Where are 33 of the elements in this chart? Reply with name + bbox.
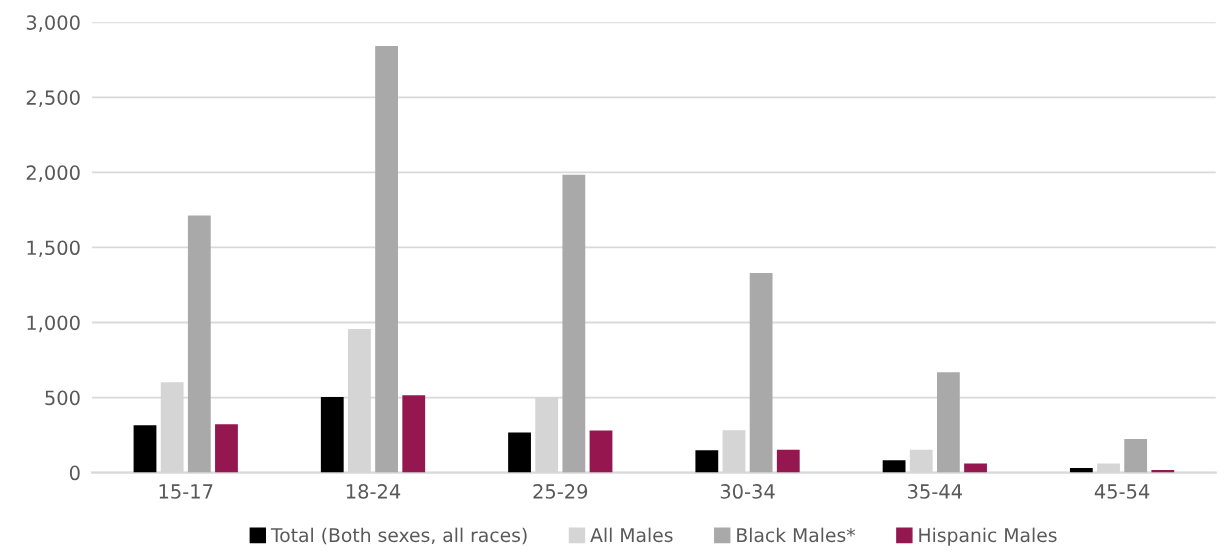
bar [695,450,719,473]
bar [749,273,773,473]
y-tick-label: 0 [69,465,80,481]
bar [187,215,211,473]
legend-label: All Males [590,527,673,543]
legend-label: Total (Both sexes, all races) [270,527,527,545]
x-tick-label: 18-24 [346,484,401,499]
bar [882,460,906,473]
x-tick-label: 30-34 [720,484,775,499]
y-tick-label: 2,500 [26,90,80,107]
bar [508,432,531,473]
y-tick-label: 1,000 [27,315,80,333]
legend-label: Black Males* [737,527,856,543]
x-tick-label: 25-29 [533,484,588,499]
bar [375,45,398,473]
x-tick-label: 35-44 [908,484,962,499]
bar [402,395,426,473]
bar [215,424,238,473]
x-tick-label: 15-17 [159,484,213,499]
legend-label: Hispanic Males [919,527,1057,546]
x-tick-label: 45-54 [1094,484,1150,499]
bar [776,449,800,473]
y-tick-label: 3,000 [26,15,80,32]
bar [320,396,344,473]
y-tick-label: 2,000 [26,165,80,183]
bar [589,430,613,473]
bar [964,463,987,473]
bar [936,372,960,473]
y-tick-label: 500 [45,390,80,406]
y-tick-label: 1,500 [27,240,80,258]
bar [562,174,586,473]
bar [133,425,157,473]
bar [1124,438,1148,473]
